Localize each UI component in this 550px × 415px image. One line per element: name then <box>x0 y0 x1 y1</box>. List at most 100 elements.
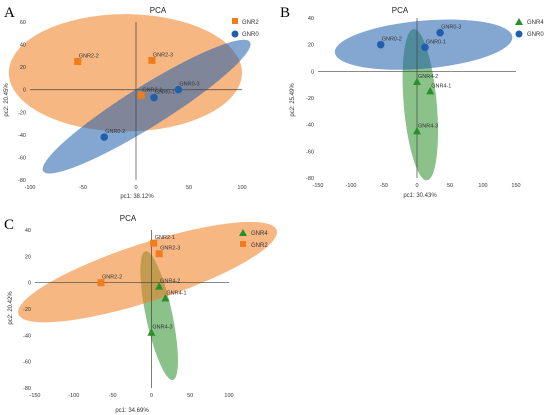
point-label-gnr4-2: GNR4-2 <box>160 279 180 285</box>
data-point-gnr4-1 <box>161 293 170 302</box>
y-tick-label: 0 <box>311 69 314 75</box>
legend-marker-gnr4 <box>515 18 523 25</box>
data-point-gnr0-1 <box>150 93 158 102</box>
x-tick-label: -150 <box>312 183 323 189</box>
x-tick-label: 150 <box>511 183 520 189</box>
y-tick-label: 20 <box>25 254 31 260</box>
point-label-gnr2-3: GNR2-3 <box>153 52 173 58</box>
data-point-gnr4-3 <box>147 328 156 336</box>
point-label-gnr2-2: GNR2-2 <box>102 275 122 281</box>
y-tick-label: 20 <box>20 65 26 71</box>
legend: GNR4 GNR2 <box>239 229 268 249</box>
x-tick-label: -50 <box>380 183 388 189</box>
legend-marker-gnr0 <box>231 30 239 38</box>
y-tick-label: -60 <box>23 360 31 366</box>
y-tick-label: -40 <box>18 133 26 139</box>
legend-marker-gnr2 <box>232 18 238 24</box>
point-label-gnr4-1: GNR4-1 <box>431 83 451 89</box>
data-point-gnr4-1 <box>426 86 435 95</box>
data-point-gnr0-2 <box>100 133 108 141</box>
point-label-gnr0-3: GNR0-3 <box>179 82 199 88</box>
y-tick-label: -80 <box>23 386 31 392</box>
x-tick-label: -50 <box>109 393 117 399</box>
panel-a: A PCA -100 -50 0 50 100 -80 -60 -40 -20 0 20 40 60 GN… <box>4 5 259 200</box>
point-label-gnr0-2: GNR0-2 <box>382 37 402 43</box>
y-tick-label: 40 <box>20 43 26 49</box>
y-tick-label: -20 <box>23 307 31 313</box>
x-tick-label: -100 <box>68 393 79 399</box>
chart-title: PCA <box>150 6 167 15</box>
data-point-gnr2-1 <box>150 239 158 247</box>
y-tick-label: -40 <box>23 333 31 339</box>
point-label-gnr2-1: GNR2-1 <box>142 87 162 93</box>
y-tick-label: 40 <box>25 228 31 234</box>
data-point-gnr4-2 <box>413 77 421 85</box>
point-label-gnr4-1: GNR4-1 <box>166 290 186 296</box>
x-tick-label: 100 <box>478 183 487 189</box>
panel-letter-b: B <box>280 5 290 21</box>
x-tick-label: 0 <box>134 185 137 191</box>
x-tick-label: 0 <box>415 183 418 189</box>
y-tick-label: 60 <box>20 20 26 26</box>
plot-area: -150 -100 -50 0 50 100 150 -80 -60 -40 -20 0 20 40 GNR… <box>306 16 521 189</box>
chart-title: PCA <box>120 214 137 223</box>
chart-title: PCA <box>392 6 409 15</box>
legend-label-gnr4: GNR4 <box>527 20 544 26</box>
data-point-gnr0-3 <box>174 85 183 94</box>
x-tick-label: 100 <box>224 393 233 399</box>
point-label-gnr0-3: GNR0-3 <box>441 25 461 31</box>
point-label-gnr2-3: GNR2-3 <box>160 246 180 252</box>
y-tick-label: 0 <box>23 88 26 94</box>
y-tick-label: -40 <box>306 123 314 129</box>
legend-label-gnr0: GNR0 <box>527 32 544 38</box>
plot-area: -150 -100 -50 0 50 100 -80 -60 -40 -20 0 20 40 GNR4-2… <box>18 221 277 399</box>
x-tick-label: -50 <box>79 185 87 191</box>
y-tick-label: 40 <box>308 16 314 22</box>
legend-marker-gnr0 <box>515 30 523 38</box>
x-tick-label: 50 <box>186 185 192 191</box>
y-axis-label: pc2: 20.45% <box>4 83 10 117</box>
legend-label-gnr4: GNR4 <box>251 231 268 237</box>
legend-marker-gnr4 <box>239 229 247 236</box>
point-label-gnr4-3: GNR4-3 <box>418 123 438 129</box>
x-tick-label: 0 <box>150 393 153 399</box>
point-label-gnr0-1: GNR0-1 <box>155 90 175 96</box>
data-point-gnr2-2 <box>97 279 105 287</box>
y-tick-label: -60 <box>306 149 314 155</box>
point-label-gnr2-2: GNR2-2 <box>79 54 99 60</box>
point-label-gnr0-2: GNR0-2 <box>105 129 125 135</box>
x-tick-label: -150 <box>29 393 40 399</box>
y-tick-label: 0 <box>28 281 31 287</box>
point-label-gnr0-1: GNR0-1 <box>426 39 446 45</box>
panel-b: B PCA -150 -100 -50 0 50 100 150 -80 -60 -40 -20 0 2… <box>280 5 544 199</box>
legend-label-gnr0: GNR0 <box>242 32 259 38</box>
data-point-gnr0-3 <box>436 28 444 37</box>
point-label-gnr4-2: GNR4-2 <box>418 74 438 80</box>
y-tick-label: -80 <box>306 176 314 182</box>
legend-label-gnr2: GNR2 <box>242 20 259 26</box>
y-axis-label: pc2: 25.49% <box>290 83 296 117</box>
x-tick-label: 100 <box>237 185 246 191</box>
data-point-gnr0-1 <box>421 43 429 52</box>
legend-marker-gnr2 <box>240 241 246 247</box>
x-tick-label: -100 <box>345 183 356 189</box>
y-tick-label: 20 <box>308 43 314 49</box>
x-axis-label: pc1: 34.69% <box>115 408 149 414</box>
data-point-gnr2-3 <box>148 56 156 64</box>
y-tick-label: -20 <box>306 96 314 102</box>
y-tick-label: -60 <box>18 155 26 161</box>
x-axis-label: pc1: 38.12% <box>120 194 154 200</box>
legend-label-gnr2: GNR2 <box>251 243 268 249</box>
x-axis-label: pc1: 30.43% <box>403 193 437 199</box>
data-point-gnr4-2 <box>155 282 164 290</box>
confidence-ellipse-gnr0 <box>42 39 251 174</box>
data-point-gnr2-2 <box>74 58 82 65</box>
plot-area: -100 -50 0 50 100 -80 -60 -40 -20 0 20 40 60 GNR2-2 GN… <box>8 14 251 191</box>
y-tick-label: -20 <box>18 110 26 116</box>
panel-letter-a: A <box>4 5 15 21</box>
data-point-gnr0-2 <box>376 40 385 49</box>
data-point-gnr4-3 <box>413 126 421 135</box>
y-tick-label: -80 <box>18 178 26 184</box>
data-point-gnr2-1 <box>137 91 145 99</box>
